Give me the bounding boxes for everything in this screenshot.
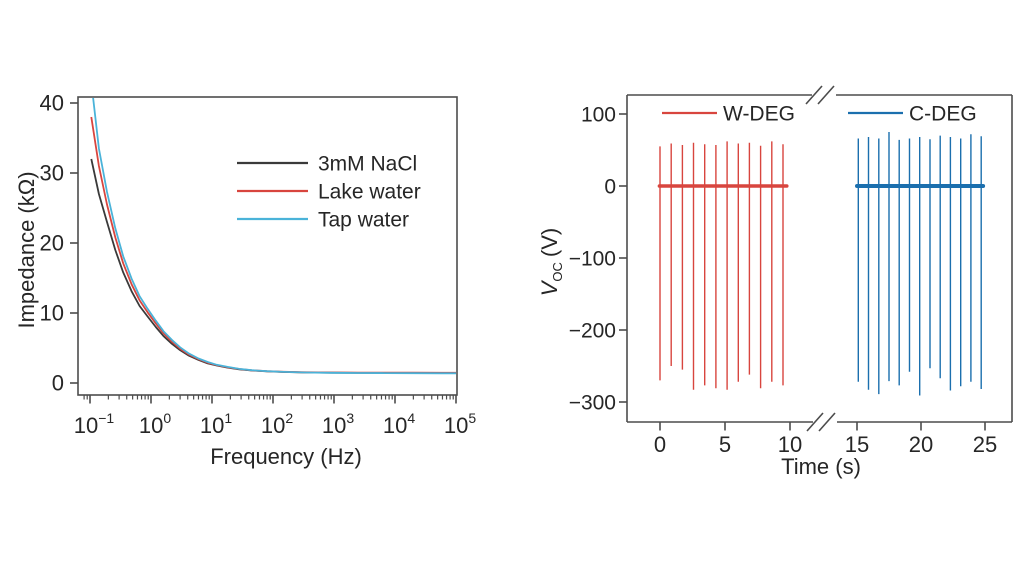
left-plot-frame [77, 96, 458, 396]
frequency-x-axis-label: Frequency (Hz) [210, 444, 362, 469]
x-tick-label: 10−1 [74, 410, 115, 438]
x-tick-label: 10 [778, 432, 802, 457]
x-tick-label: 15 [845, 432, 869, 457]
curve-tap-water [92, 98, 456, 375]
legend-label-w-deg: W-DEG [723, 103, 795, 126]
x-tick-label: 101 [200, 410, 232, 438]
voc-y-axis-label: VOC (V) [537, 228, 565, 297]
voc-symbol: V [536, 281, 562, 297]
spike-series-w-deg [657, 141, 789, 390]
y-tick-label: 40 [40, 91, 64, 116]
y-tick-label: −100 [569, 248, 616, 271]
axis-break-slash [806, 412, 824, 432]
y-tick-label: −300 [569, 392, 616, 415]
voc-unit: (V) [536, 227, 562, 258]
legend-label-c-deg: C-DEG [909, 103, 977, 126]
x-tick-label: 104 [383, 410, 415, 438]
x-tick-label: 100 [139, 410, 171, 438]
impedance-chart: 0 10 20 30 40 10−1 100 101 102 103 104 105 3mM NaCl L… [40, 91, 477, 439]
time-x-axis-label: Time (s) [781, 454, 861, 479]
voc-subscript: OC [550, 262, 566, 282]
legend-label-tap-water: Tap water [318, 209, 409, 232]
legend-label-3mm-nacl: 3mM NaCl [318, 153, 417, 176]
legend-label-lake-water: Lake water [318, 181, 421, 204]
y-tick-label: 100 [581, 104, 616, 127]
axis-break-slash [818, 412, 836, 432]
x-tick-label: 103 [322, 410, 354, 438]
impedance-y-axis-label: Impedance (kΩ) [14, 171, 39, 329]
y-tick-label: 20 [40, 231, 64, 256]
y-tick-label: −200 [569, 320, 616, 343]
y-tick-label: 30 [40, 161, 64, 186]
x-tick-label: 105 [444, 410, 476, 438]
axis-break-slash [805, 85, 823, 105]
x-tick-label: 25 [973, 432, 997, 457]
right-plot-frame [626, 94, 1013, 423]
x-tick-label: 0 [654, 432, 666, 457]
x-tick-label: 20 [909, 432, 933, 457]
spike-series-c-deg [855, 132, 986, 396]
y-tick-label: 10 [40, 301, 64, 326]
y-tick-label: 0 [604, 176, 616, 199]
x-tick-label: 102 [261, 410, 293, 438]
x-tick-label: 5 [719, 432, 731, 457]
axis-break-slash [817, 85, 835, 105]
voc-chart: 100 0 −100 −200 −300 0 5 10 15 20 25 W-DEG C-DEG [569, 85, 1013, 457]
y-tick-label: 0 [52, 371, 64, 396]
